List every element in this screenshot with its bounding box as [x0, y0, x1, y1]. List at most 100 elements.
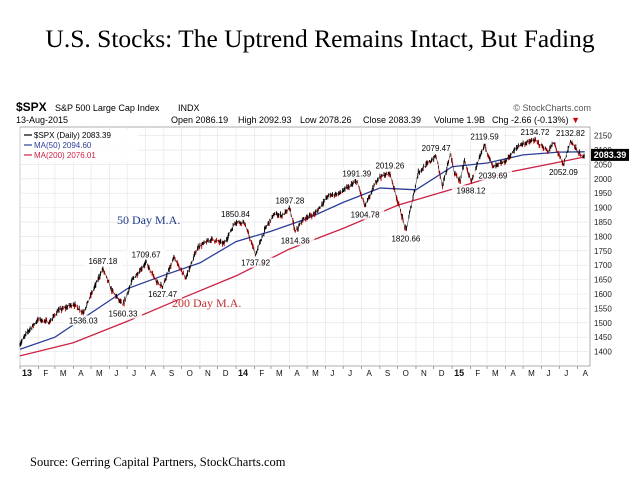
series-layer [19, 135, 585, 357]
price-annotation: 1709.67 [132, 251, 161, 260]
x-axis: 13 F M A M J J A S O N D 14 F M A M J J A S O N D 15 F M A M J J A [19, 366, 589, 378]
annotation-bg [515, 127, 555, 138]
legend-ma200: MA(200) 2076.01 [34, 151, 96, 160]
x-tick-label: M [96, 369, 103, 378]
price-annotation: 1737.92 [241, 259, 270, 268]
price-line [19, 137, 585, 346]
price-annotations: 1536.03 1687.18 1560.33 1709.67 1627.47 1850.… [64, 127, 590, 326]
annotation-bg [451, 185, 491, 196]
close-value: 2083.39 [389, 115, 422, 125]
price-annotation: 1627.47 [148, 290, 177, 299]
price-annotation: 2132.82 [556, 129, 585, 138]
legend-price: $SPX (Daily) 2083.39 [34, 131, 111, 140]
annotation-bg [143, 289, 182, 300]
y-tick-label: 1700 [594, 261, 612, 270]
y-axis: 1400 1450 1500 1550 1600 1650 1700 1750 1800 1850… [594, 132, 612, 357]
x-tick-label: M [492, 369, 499, 378]
annotation-bg [270, 195, 310, 206]
low-value: 2078.26 [319, 115, 352, 125]
y-tick-label: 1600 [594, 290, 612, 299]
price-annotation: 1814.36 [281, 236, 310, 245]
price-tag: 2083.39 [591, 148, 629, 161]
price-annotation: 2052.09 [549, 168, 578, 177]
price-annotation: 1988.12 [457, 186, 486, 195]
price-annotation: 1536.03 [69, 316, 98, 325]
x-tick-label: S [385, 369, 390, 378]
price-annotation: 1560.33 [109, 310, 138, 319]
x-tick-label: F [43, 369, 48, 378]
high-value: 2092.93 [259, 115, 292, 125]
x-tick-label: F [475, 369, 480, 378]
x-tick-label: J [348, 369, 352, 378]
y-tick-label: 1850 [594, 218, 612, 227]
annotation-bg [345, 209, 385, 220]
slide-title: U.S. Stocks: The Uptrend Remains Intact,… [45, 24, 595, 53]
svg-text:Chg -2.66 (-0.13%) ▼: Chg -2.66 (-0.13%) ▼ [492, 115, 580, 125]
y-tick-label: 1400 [594, 348, 612, 357]
price-annotation: 1904.78 [351, 211, 380, 220]
x-tick-label: D [439, 369, 445, 378]
price-annotation: 2039.69 [478, 171, 507, 180]
x-tick-label: M [312, 369, 319, 378]
chg-label: Chg [492, 115, 509, 125]
price-annotation: 2019.26 [375, 161, 404, 170]
x-tick-label: J [132, 369, 136, 378]
y-tick-label: 1950 [594, 189, 612, 198]
y-tick-label: 1900 [594, 204, 612, 213]
price-annotation: 1897.28 [275, 197, 304, 206]
close-label: Close [363, 115, 386, 125]
x-tick-label: O [403, 369, 409, 378]
annotation-bg [126, 249, 166, 260]
price-annotation: 2134.72 [521, 128, 550, 137]
chart-date: 13-Aug-2015 [16, 115, 68, 125]
x-tick-label: J [564, 369, 568, 378]
x-tick-label: M [60, 369, 67, 378]
price-annotation: 1687.18 [88, 257, 117, 266]
ma-line-ma200 [19, 156, 585, 357]
annotation-bg [473, 170, 513, 181]
ma200-note: 200 Day M.A. [172, 296, 241, 310]
x-tick-label: F [259, 369, 264, 378]
svg-text:Volume 1.9B: Volume 1.9B [434, 115, 485, 125]
source-note: Source: Gerring Capital Partners, StockC… [30, 455, 286, 469]
x-tick-label: O [187, 369, 193, 378]
x-tick-label: N [421, 369, 427, 378]
x-tick-label: N [205, 369, 211, 378]
y-tick-label: 2000 [594, 175, 612, 184]
y-tick-label: 1450 [594, 333, 612, 342]
x-tick-label: A [294, 369, 300, 378]
price-annotation: 1850.84 [221, 210, 250, 219]
watermark: © StockCharts.com [513, 103, 591, 113]
ohlc-readout: Open 2086.19 High 2092.93 Low 2078.26 Cl… [171, 115, 580, 125]
x-tick-label: 15 [454, 368, 464, 378]
x-tick-label: 13 [22, 368, 32, 378]
x-tick-label: A [583, 369, 589, 378]
price-annotation: 2119.59 [470, 133, 499, 142]
open-value: 2086.19 [196, 115, 229, 125]
svg-text:High 2092.93: High 2092.93 [238, 115, 292, 125]
x-tick-label: A [367, 369, 373, 378]
annotation-bg [465, 131, 504, 142]
annotation-bg [551, 127, 590, 138]
x-tick-label: 14 [238, 368, 248, 378]
x-tick-label: J [114, 369, 118, 378]
legend: $SPX (Daily) 2083.39 MA(50) 2094.60 MA(2… [22, 130, 138, 162]
annotation-bg [216, 209, 255, 219]
y-tick-label: 1650 [594, 276, 612, 285]
x-tick-label: A [150, 369, 156, 378]
x-tick-label: A [510, 369, 516, 378]
price-annotation: 1820.66 [391, 235, 420, 244]
x-tick-label: M [528, 369, 535, 378]
svg-text:Low 2078.26: Low 2078.26 [300, 115, 352, 125]
legend-ma50: MA(50) 2094.60 [34, 141, 92, 150]
y-tick-label: 2150 [594, 132, 612, 141]
low-label: Low [300, 115, 317, 125]
annotation-bg [83, 256, 122, 266]
open-label: Open [171, 115, 193, 125]
annotation-bg [337, 168, 376, 179]
y-tick-label: 1500 [594, 319, 612, 328]
annotation-bg [417, 143, 456, 154]
annotation-bg [386, 233, 426, 244]
price-tag-box [591, 148, 629, 161]
